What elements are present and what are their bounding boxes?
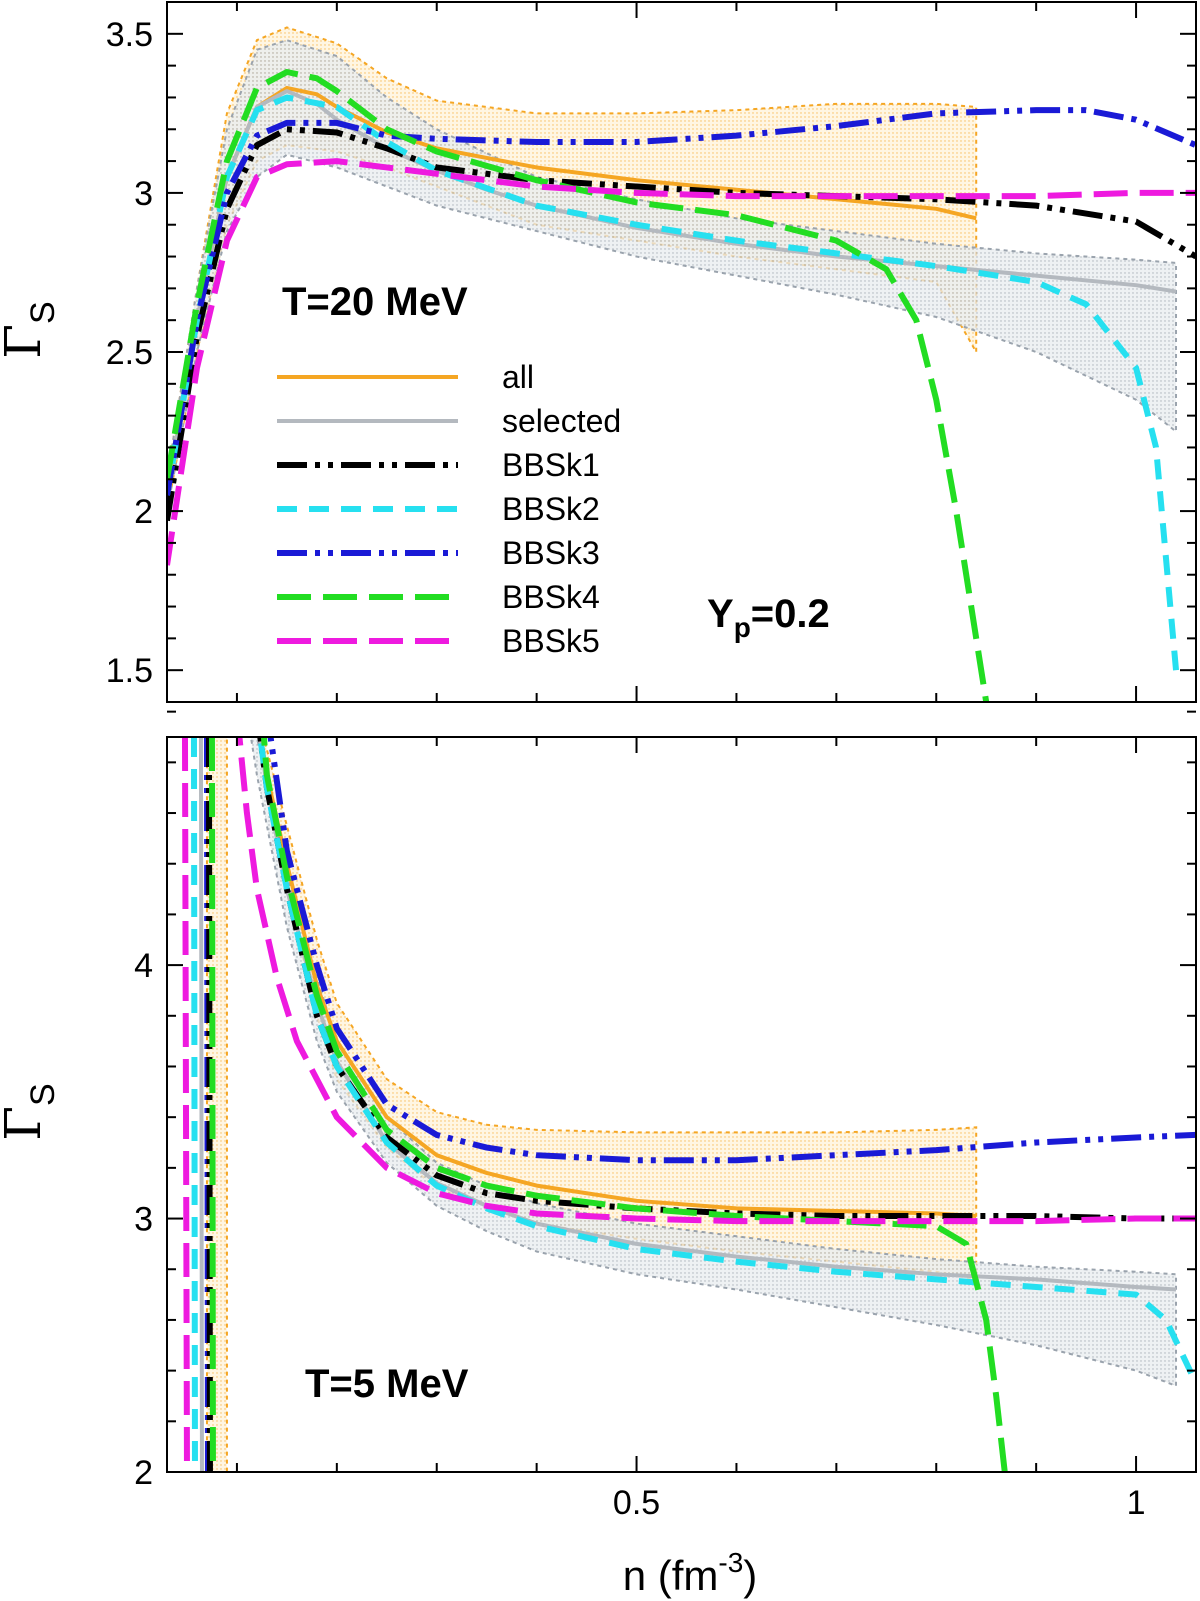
bottom-y-axis-label: ΓS [0, 1083, 62, 1140]
top-y-tick-label: 2.5 [106, 334, 153, 372]
top-temperature-label: T=20 MeV [282, 280, 468, 324]
legend-label-BBSk5: BBSk5 [502, 623, 600, 659]
composition-label-main: Y [707, 592, 734, 636]
bottom-series-BBSk5-low [181, 737, 190, 1472]
bottom-x-tick-label: 1 [1127, 1484, 1146, 1522]
top-bands [167, 26, 1178, 512]
composition-label-sub: p [734, 612, 751, 643]
top-series-BBSk4 [167, 69, 990, 702]
legend-label-BBSk1: BBSk1 [502, 447, 600, 483]
top-series-lines [167, 69, 1196, 702]
bottom-series-BBSk2-low [190, 737, 198, 1472]
bottom-x-tick-label: 0.5 [613, 1484, 660, 1522]
top-ticks: 1.5 2 2.5 3 3.5 [106, 1, 1196, 703]
bottom-ticks: 0.5 1 2 3 4 [134, 710, 1196, 1522]
bottom-series-all [258, 737, 977, 1219]
composition-label-value: =0.2 [751, 592, 830, 636]
top-y-tick-label: 3.5 [106, 16, 153, 54]
top-y-tick-label: 1.5 [106, 652, 153, 690]
x-axis-label: n (fm-3) [623, 1547, 758, 1599]
bottom-series-BBSk5 [236, 737, 1196, 1225]
top-y-axis-label-sub: S [24, 301, 62, 324]
legend-label-BBSk3: BBSk3 [502, 535, 600, 571]
legend-label-BBSk2: BBSk2 [502, 491, 600, 527]
bottom-y-tick-label: 2 [134, 1454, 153, 1492]
bottom-series-BBSk4-low [208, 737, 216, 1472]
top-series-BBSk3 [167, 107, 1196, 496]
bottom-y-tick-label: 3 [134, 1201, 153, 1239]
bottom-panel: 0.5 1 2 3 4 ΓS T=5 MeV n (fm-3) [0, 710, 1197, 1599]
legend-label-selected: selected [502, 403, 621, 439]
bottom-series-BBSk1 [257, 737, 1196, 1222]
x-axis-label-sup: -3 [718, 1547, 743, 1578]
bottom-band-all [259, 737, 978, 1281]
bottom-temperature-label: T=5 MeV [305, 1362, 469, 1406]
bottom-series-selected-low [198, 737, 204, 1472]
bottom-plot-frame [166, 736, 1197, 1473]
bottom-series-BBSk4 [260, 737, 1008, 1472]
top-series-BBSk5 [167, 158, 1196, 566]
bottom-series-BBSk3 [267, 737, 1196, 1164]
bottom-y-axis-label-sub: S [24, 1083, 62, 1106]
top-panel: 1.5 2 2.5 3 3.5 ΓS T=20 MeV Yp=0.2 all select… [0, 1, 1197, 703]
legend-label-BBSk4: BBSk4 [502, 579, 600, 615]
bottom-band-selected [249, 737, 1178, 1388]
top-series-BBSk2 [167, 94, 1180, 671]
composition-label: Yp=0.2 [707, 592, 830, 643]
top-y-tick-label: 2 [134, 493, 153, 531]
bottom-series-BBSk2 [257, 737, 1196, 1385]
top-series-BBSk1 [167, 126, 1196, 522]
bottom-series-lines [181, 737, 1196, 1472]
x-axis-label-end: ) [743, 1552, 757, 1599]
top-y-tick-label: 3 [134, 175, 153, 213]
top-y-axis-label: ΓS [0, 301, 62, 358]
legend-label-all: all [502, 359, 534, 395]
legend: all selected BBSk1 BBSk2 BBSk3 BBSk4 BBSk5 [277, 359, 621, 659]
bottom-y-tick-label: 4 [134, 947, 153, 985]
